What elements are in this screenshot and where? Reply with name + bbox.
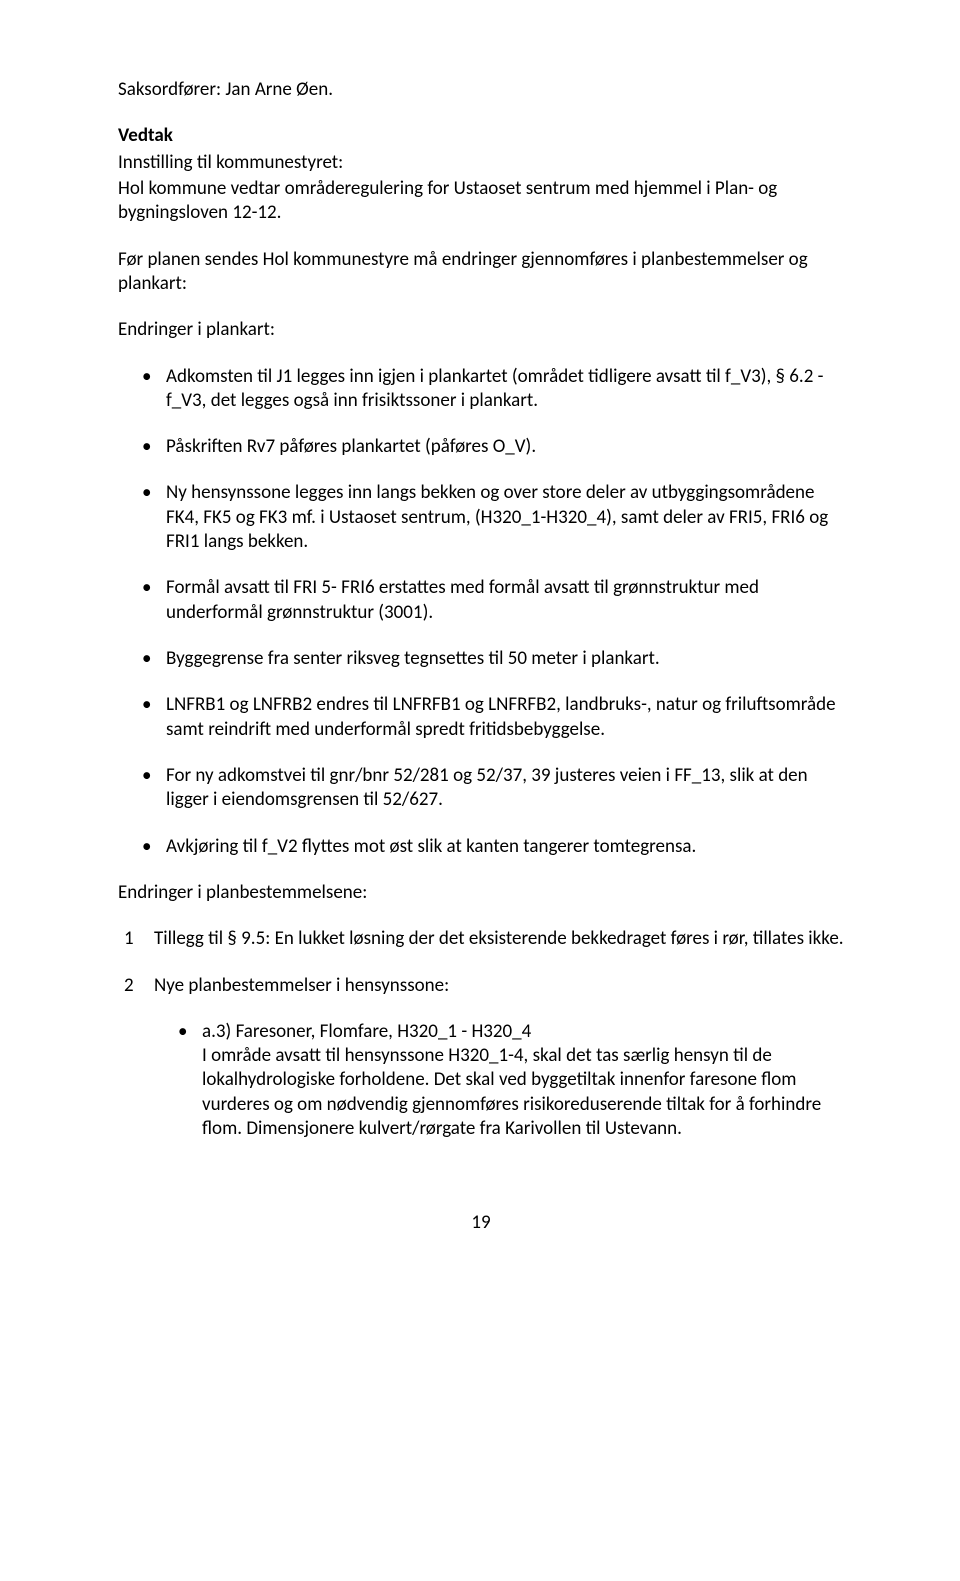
sub-bullet-list: a.3) Faresoner, Flomfare, H320_1 - H320_… xyxy=(154,1020,844,1142)
for-planen-paragraph: Før planen sendes Hol kommunestyre må en… xyxy=(118,248,844,297)
document-page: Saksordfører: Jan Arne Øen. Vedtak Innst… xyxy=(0,0,960,1276)
sub-bullet-heading: a.3) Faresoner, Flomfare, H320_1 - H320_… xyxy=(202,1020,531,1043)
list-item: Avkjøring til f_V2 flyttes mot øst slik … xyxy=(118,835,844,859)
innstilling-line: Innstilling til kommunestyret: xyxy=(118,151,844,175)
list-item: Nye planbestemmelser i hensynssone: a.3)… xyxy=(118,974,844,1142)
endringer-bestemmelser-heading: Endringer i planbestemmelsene: xyxy=(118,881,844,905)
numbered-list-bestemmelser: Tillegg til § 9.5: En lukket løsning der… xyxy=(118,927,844,1141)
sub-bullet-body: I område avsatt til hensynssone H320_1-4… xyxy=(202,1044,821,1140)
endringer-plankart-heading: Endringer i plankart: xyxy=(118,318,844,342)
list-item: Påskriften Rv7 påføres plankartet (påfør… xyxy=(118,435,844,459)
list-item: a.3) Faresoner, Flomfare, H320_1 - H320_… xyxy=(154,1020,844,1142)
page-number: 19 xyxy=(118,1211,844,1235)
bullet-list-plankart: Adkomsten til J1 legges inn igjen i plan… xyxy=(118,365,844,859)
list-item: For ny adkomstvei til gnr/bnr 52/281 og … xyxy=(118,764,844,813)
list-item: Adkomsten til J1 legges inn igjen i plan… xyxy=(118,365,844,414)
list-item: Byggegrense fra senter riksveg tegnsette… xyxy=(118,647,844,671)
list-item: Tillegg til § 9.5: En lukket løsning der… xyxy=(118,927,844,951)
list-item: LNFRB1 og LNFRB2 endres til LNFRFB1 og L… xyxy=(118,693,844,742)
vedtak-heading: Vedtak xyxy=(118,124,844,148)
intro-paragraph: Hol kommune vedtar områderegulering for … xyxy=(118,177,844,226)
list-item: Formål avsatt til FRI 5- FRI6 erstattes … xyxy=(118,576,844,625)
numbered-item-label: Nye planbestemmelser i hensynssone: xyxy=(154,974,449,997)
saksordforer: Saksordfører: Jan Arne Øen. xyxy=(118,78,844,102)
list-item: Ny hensynssone legges inn langs bekken o… xyxy=(118,481,844,554)
